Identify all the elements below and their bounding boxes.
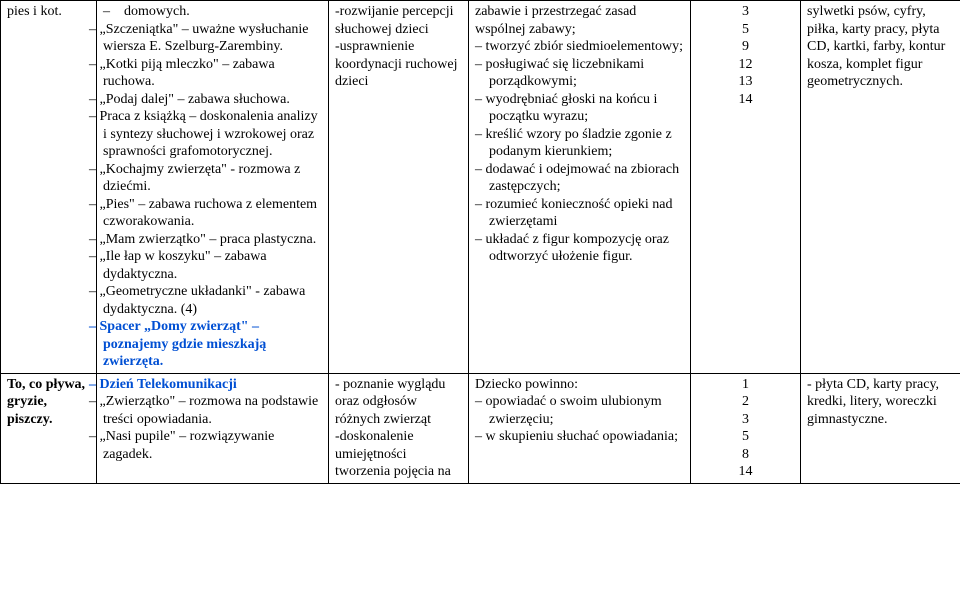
list-item: opowiadać o swoim ulubionym zwierzęciu; [489,393,684,428]
list-item: tworzyć zbiór siedmioelementowy; [489,38,684,56]
number: 9 [697,38,794,56]
number: 12 [697,56,794,74]
list-item-highlight: Dzień Telekomunikacji [103,376,322,394]
list-item: „Szczeniątka" – uważne wysłuchanie wiers… [103,21,322,56]
materials-text: sylwetki psów, cyfry, piłka, karty pracy… [807,4,945,89]
list-item: „Podaj dalej" – zabawa słuchowa. [103,91,322,109]
list-item: „Nasi pupile" – rozwiązywanie zagadek. [103,428,322,463]
cell-goals: -rozwijanie percepcji słuchowej dzieci -… [329,1,469,374]
list-item: „Mam zwierzątko" – praca plastyczna. [103,231,322,249]
list-item: „Kochajmy zwierzęta" - rozmowa z dziećmi… [103,161,322,196]
table-row: pies i kot. domowych. „Szczeniątka" – uw… [1,1,960,374]
list-item: Praca z książką – doskonalenia analizy i… [103,108,322,161]
list-item: kreślić wzory po śladzie zgonie z podany… [489,126,684,161]
cell-goals: - poznanie wyglądu oraz odgłosów różnych… [329,373,469,483]
number: 3 [697,411,794,429]
cell-outcomes: zabawie i przestrzegać zasad wspólnej za… [469,1,691,374]
cell-outcomes: Dziecko powinno: opowiadać o swoim ulubi… [469,373,691,483]
activities-list: Dzień Telekomunikacji „Zwierzątko" – roz… [103,376,322,464]
table-row: To, co pływa, gryzie, piszczy. Dzień Tel… [1,373,960,483]
outcomes-lead: zabawie i przestrzegać zasad wspólnej za… [475,4,636,37]
cell-activities: Dzień Telekomunikacji „Zwierzątko" – roz… [97,373,329,483]
cell-numbers: 3 5 9 12 13 14 [691,1,801,374]
activities-list: domowych. „Szczeniątka" – uważne wysłuch… [103,3,322,371]
list-item: układać z figur kompozycję oraz odtworzy… [489,231,684,266]
curriculum-table: pies i kot. domowych. „Szczeniątka" – uw… [0,0,960,484]
outcomes-list: tworzyć zbiór siedmioelementowy; posługi… [475,38,684,266]
outcomes-lead: Dziecko powinno: [475,377,578,392]
cell-materials: - płyta CD, karty pracy, kredki, litery,… [801,373,960,483]
number: 2 [697,393,794,411]
number: 14 [697,91,794,109]
list-item: „Kotki piją mleczko" – zabawa ruchowa. [103,56,322,91]
cell-topic: To, co pływa, gryzie, piszczy. [1,373,97,483]
list-item: „Zwierzątko" – rozmowa na podstawie treś… [103,393,322,428]
number: 5 [697,21,794,39]
number: 14 [697,463,794,481]
list-item: „Pies" – zabawa ruchowa z elementem czwo… [103,196,322,231]
list-item: wyodrębniać głoski na końcu i początku w… [489,91,684,126]
number: 5 [697,428,794,446]
topic-text: pies i kot. [7,4,62,19]
topic-text: To, co pływa, gryzie, piszczy. [7,377,85,427]
list-item: „Ile łap w koszyku" – zabawa dydaktyczna… [103,248,322,283]
cell-materials: sylwetki psów, cyfry, piłka, karty pracy… [801,1,960,374]
number: 8 [697,446,794,464]
materials-text: - płyta CD, karty pracy, kredki, litery,… [807,377,939,427]
list-item: dodawać i odejmować na zbiorach zastępcz… [489,161,684,196]
list-item: w skupieniu słuchać opowiadania; [489,428,684,446]
outcomes-list: opowiadać o swoim ulubionym zwierzęciu; … [475,393,684,446]
list-item: domowych. [103,3,322,21]
goals-text: - poznanie wyglądu oraz odgłosów różnych… [335,377,451,480]
list-item-highlight: Spacer „Domy zwierząt" – poznajemy gdzie… [103,318,322,371]
cell-numbers: 1 2 3 5 8 14 [691,373,801,483]
list-item: rozumieć konieczność opieki nad zwierzęt… [489,196,684,231]
cell-topic: pies i kot. [1,1,97,374]
list-item: posługiwać się liczebnikami porządkowymi… [489,56,684,91]
number: 1 [697,376,794,394]
cell-activities: domowych. „Szczeniątka" – uważne wysłuch… [97,1,329,374]
number: 13 [697,73,794,91]
number: 3 [697,3,794,21]
list-item: „Geometryczne układanki" - zabawa dydakt… [103,283,322,318]
goals-text: -rozwijanie percepcji słuchowej dzieci -… [335,4,457,89]
